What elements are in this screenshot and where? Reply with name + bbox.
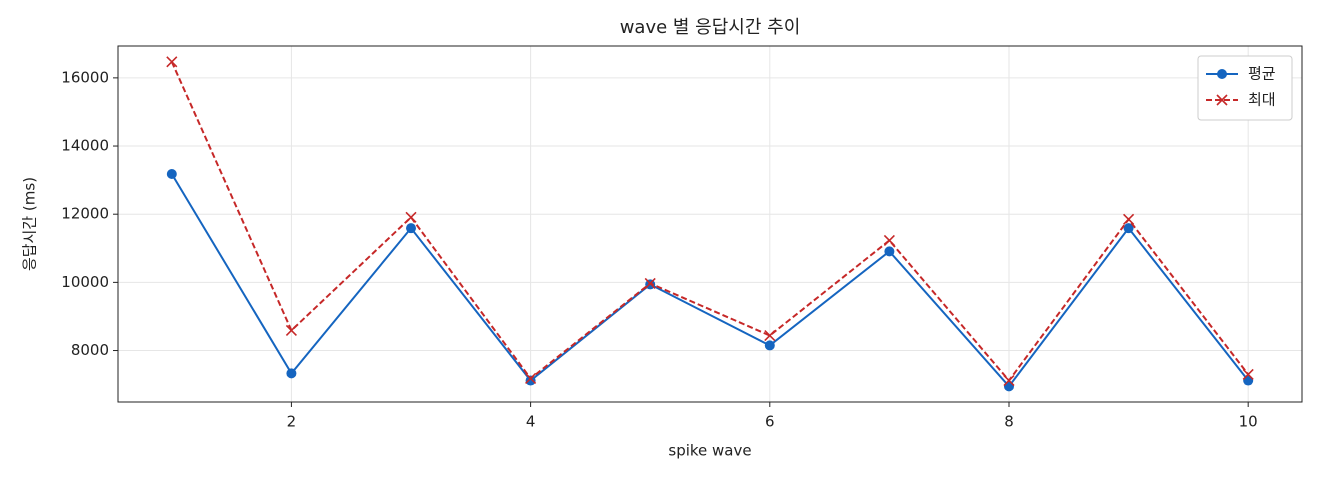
y-tick-label: 10000 xyxy=(61,273,109,291)
legend-label: 평균 xyxy=(1248,65,1276,83)
marker xyxy=(166,56,178,68)
x-tick-label: 4 xyxy=(526,413,536,431)
plot-frame xyxy=(117,45,1303,403)
marker xyxy=(1243,375,1254,386)
x-axis-label: spike wave xyxy=(668,442,751,460)
chart-title: wave 별 응답시간 추이 xyxy=(620,17,801,38)
marker xyxy=(286,368,297,379)
series-line xyxy=(170,173,1249,388)
marker xyxy=(764,340,775,351)
marker xyxy=(1216,94,1228,106)
y-tick-label: 12000 xyxy=(61,205,109,223)
y-tick-label: 16000 xyxy=(61,68,109,86)
y-axis-label: 응답시간 (ms) xyxy=(21,177,39,271)
marker xyxy=(884,246,895,257)
marker xyxy=(1123,223,1134,234)
marker xyxy=(285,324,297,336)
marker xyxy=(525,372,537,385)
marker xyxy=(1123,213,1135,225)
y-tick-label: 8000 xyxy=(71,341,109,359)
marker xyxy=(166,168,177,179)
y-tick-label: 14000 xyxy=(61,137,109,155)
marker xyxy=(1003,381,1014,392)
marker xyxy=(764,329,776,342)
marker xyxy=(883,234,895,247)
marker xyxy=(405,211,417,223)
x-tick-label: 10 xyxy=(1239,413,1258,431)
marker xyxy=(644,277,656,289)
marker xyxy=(406,223,417,234)
marker xyxy=(1217,69,1227,79)
marker xyxy=(1003,374,1015,387)
x-tick-label: 8 xyxy=(1004,413,1014,431)
x-tick-label: 6 xyxy=(765,413,775,431)
marker xyxy=(1242,368,1254,380)
marker xyxy=(525,375,536,386)
x-tick-label: 2 xyxy=(287,413,297,431)
legend-label: 최대 xyxy=(1248,91,1276,109)
legend-box xyxy=(1197,55,1293,121)
series-line xyxy=(170,61,1249,383)
